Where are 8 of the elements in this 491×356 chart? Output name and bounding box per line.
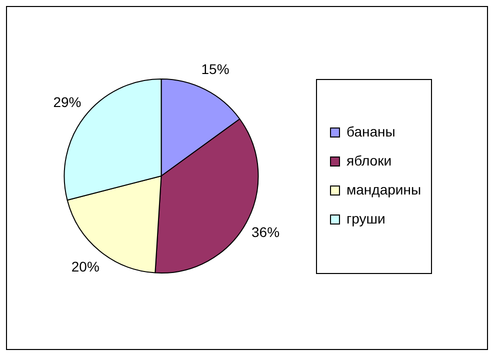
legend-label: груши [346,210,386,226]
data-label: 29% [53,94,82,110]
data-label: 20% [71,258,100,275]
legend-label: мандарины [346,181,421,198]
data-label: 36% [252,224,280,240]
legend-label: бананы [346,123,396,140]
data-label: 15% [201,60,230,77]
legend-label: яблоки [346,152,392,168]
